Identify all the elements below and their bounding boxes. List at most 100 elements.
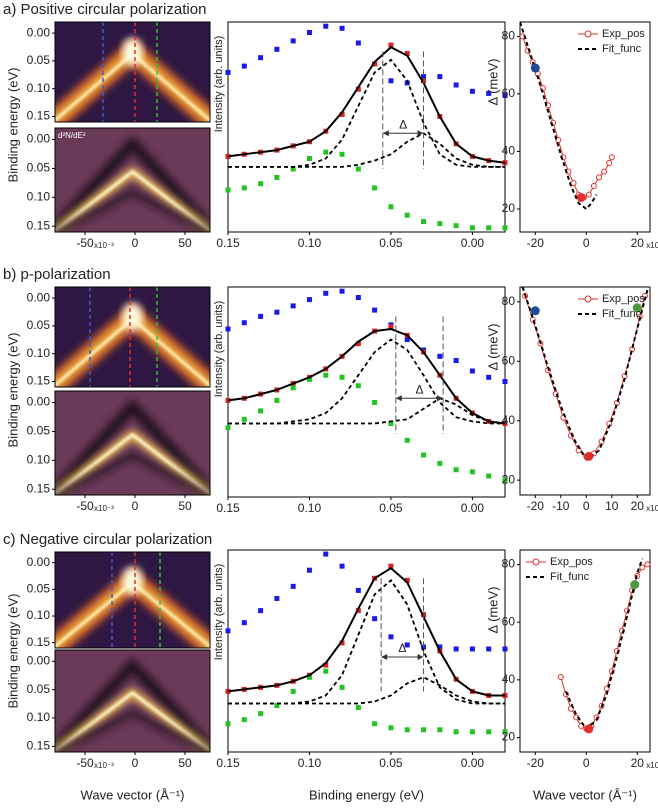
x-tick-label: 0.15 — [216, 236, 240, 250]
y-tick-label: 0.10 — [27, 608, 51, 622]
data-point — [388, 563, 394, 569]
exp-point — [644, 561, 651, 568]
data-point — [502, 225, 508, 231]
x-tick-label: 10 — [605, 499, 619, 513]
data-point — [355, 40, 361, 46]
x-tick-label: 0.10 — [298, 501, 322, 515]
x-axis-title: Binding energy (eV) — [309, 787, 424, 802]
frame — [54, 551, 211, 649]
y-tick-label: 0.10 — [27, 453, 51, 467]
y-tick-label: 0.00 — [27, 555, 51, 569]
data-point — [355, 383, 361, 389]
data-point — [258, 408, 264, 414]
data-point — [437, 74, 443, 80]
data-point — [339, 374, 345, 380]
x-tick-label: 50 — [178, 756, 192, 770]
data-point — [372, 61, 378, 67]
data-point — [241, 185, 247, 191]
x-multiplier: x10⁻³ — [94, 504, 114, 513]
exp-point — [557, 673, 564, 680]
data-point — [388, 42, 394, 48]
x-tick-label: 0.05 — [379, 756, 403, 770]
legend-label: Fit_func — [550, 571, 590, 583]
y-tick-label: 40 — [502, 672, 516, 686]
legend-marker — [584, 295, 592, 303]
data-point — [404, 337, 410, 342]
data-point — [225, 187, 231, 193]
delta-label: Δ — [398, 641, 406, 655]
fit-curve — [227, 566, 505, 697]
dark-band — [55, 136, 210, 232]
y-tick-label: 0.00 — [27, 395, 51, 409]
legend-label: Exp_pos — [602, 293, 645, 305]
exp-point — [585, 191, 592, 198]
x-tick-label: 0.15 — [216, 756, 240, 770]
data-point — [502, 729, 508, 735]
data-point — [469, 368, 475, 374]
data-point — [453, 223, 459, 229]
data-point — [453, 646, 459, 652]
x-tick-label: 0.00 — [461, 501, 485, 515]
y-tick-label: 0.15 — [27, 218, 51, 232]
exp-point — [639, 564, 646, 571]
x-tick-label: 0.05 — [379, 501, 403, 515]
exp-point — [590, 182, 597, 189]
x-axis-title: Wave vector (Å⁻¹) — [533, 787, 637, 802]
data-point — [404, 212, 410, 218]
data-point — [469, 729, 475, 735]
y-tick-label: 20 — [502, 730, 516, 744]
y-tick-label: 0.00 — [27, 290, 51, 304]
y-tick-label: 0.15 — [27, 374, 51, 388]
heatmap — [55, 650, 210, 752]
data-point — [421, 74, 427, 80]
x-tick-label: 0.00 — [461, 236, 485, 250]
x-multiplier: x10⁻³ — [646, 761, 658, 770]
x-tick-label: 0.00 — [461, 756, 485, 770]
data-point — [258, 313, 264, 319]
dark-band — [55, 657, 210, 752]
component-curve — [228, 676, 505, 705]
data-point — [274, 46, 280, 52]
frame — [227, 286, 506, 498]
data-point — [486, 225, 492, 231]
x-tick-label: 0 — [583, 236, 590, 250]
legend-label: Fit_func — [602, 43, 642, 55]
data-point — [339, 640, 345, 646]
data-point — [355, 86, 361, 92]
data-point — [502, 93, 508, 98]
data-point — [225, 326, 231, 332]
frame — [54, 21, 211, 123]
y-tick-label: 0.05 — [27, 318, 51, 332]
x-tick-label: -20 — [527, 756, 545, 770]
highlight-point — [630, 580, 640, 590]
x-tick-label: 0.10 — [298, 756, 322, 770]
data-point — [388, 634, 394, 640]
x-tick-label: -20 — [527, 236, 545, 250]
y-tick-label: 60 — [502, 353, 516, 367]
dark-band-2 — [55, 189, 210, 232]
component-curve — [228, 338, 505, 425]
data-point — [404, 51, 410, 56]
y-axis-title: Binding energy (eV) — [5, 333, 20, 448]
y-tick-label: 0.10 — [27, 81, 51, 95]
panel-title: a) Positive circular polarization — [3, 1, 206, 18]
data-point — [241, 416, 247, 422]
delta-label: Δ — [399, 117, 407, 131]
apex-glow — [122, 303, 143, 331]
data-point — [486, 374, 492, 380]
data-point — [339, 111, 345, 117]
data-point — [372, 616, 378, 622]
heatmap — [55, 391, 210, 495]
data-point — [421, 452, 427, 458]
y-tick-label: 80 — [502, 294, 516, 308]
data-point — [339, 151, 345, 157]
legend-label: Exp_pos — [602, 28, 645, 40]
delta-label: Δ — [415, 382, 423, 396]
frame — [54, 127, 211, 233]
highlight-point — [584, 724, 594, 734]
y-axis-title: Δ (meV) — [485, 59, 500, 106]
y-axis-title: Δ (meV) — [485, 324, 500, 371]
x-tick-label: -20 — [527, 499, 545, 513]
data-point — [290, 166, 296, 172]
y-tick-label: 0.05 — [27, 582, 51, 596]
